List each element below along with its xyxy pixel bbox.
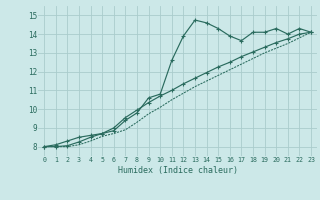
X-axis label: Humidex (Indice chaleur): Humidex (Indice chaleur) xyxy=(118,166,238,175)
